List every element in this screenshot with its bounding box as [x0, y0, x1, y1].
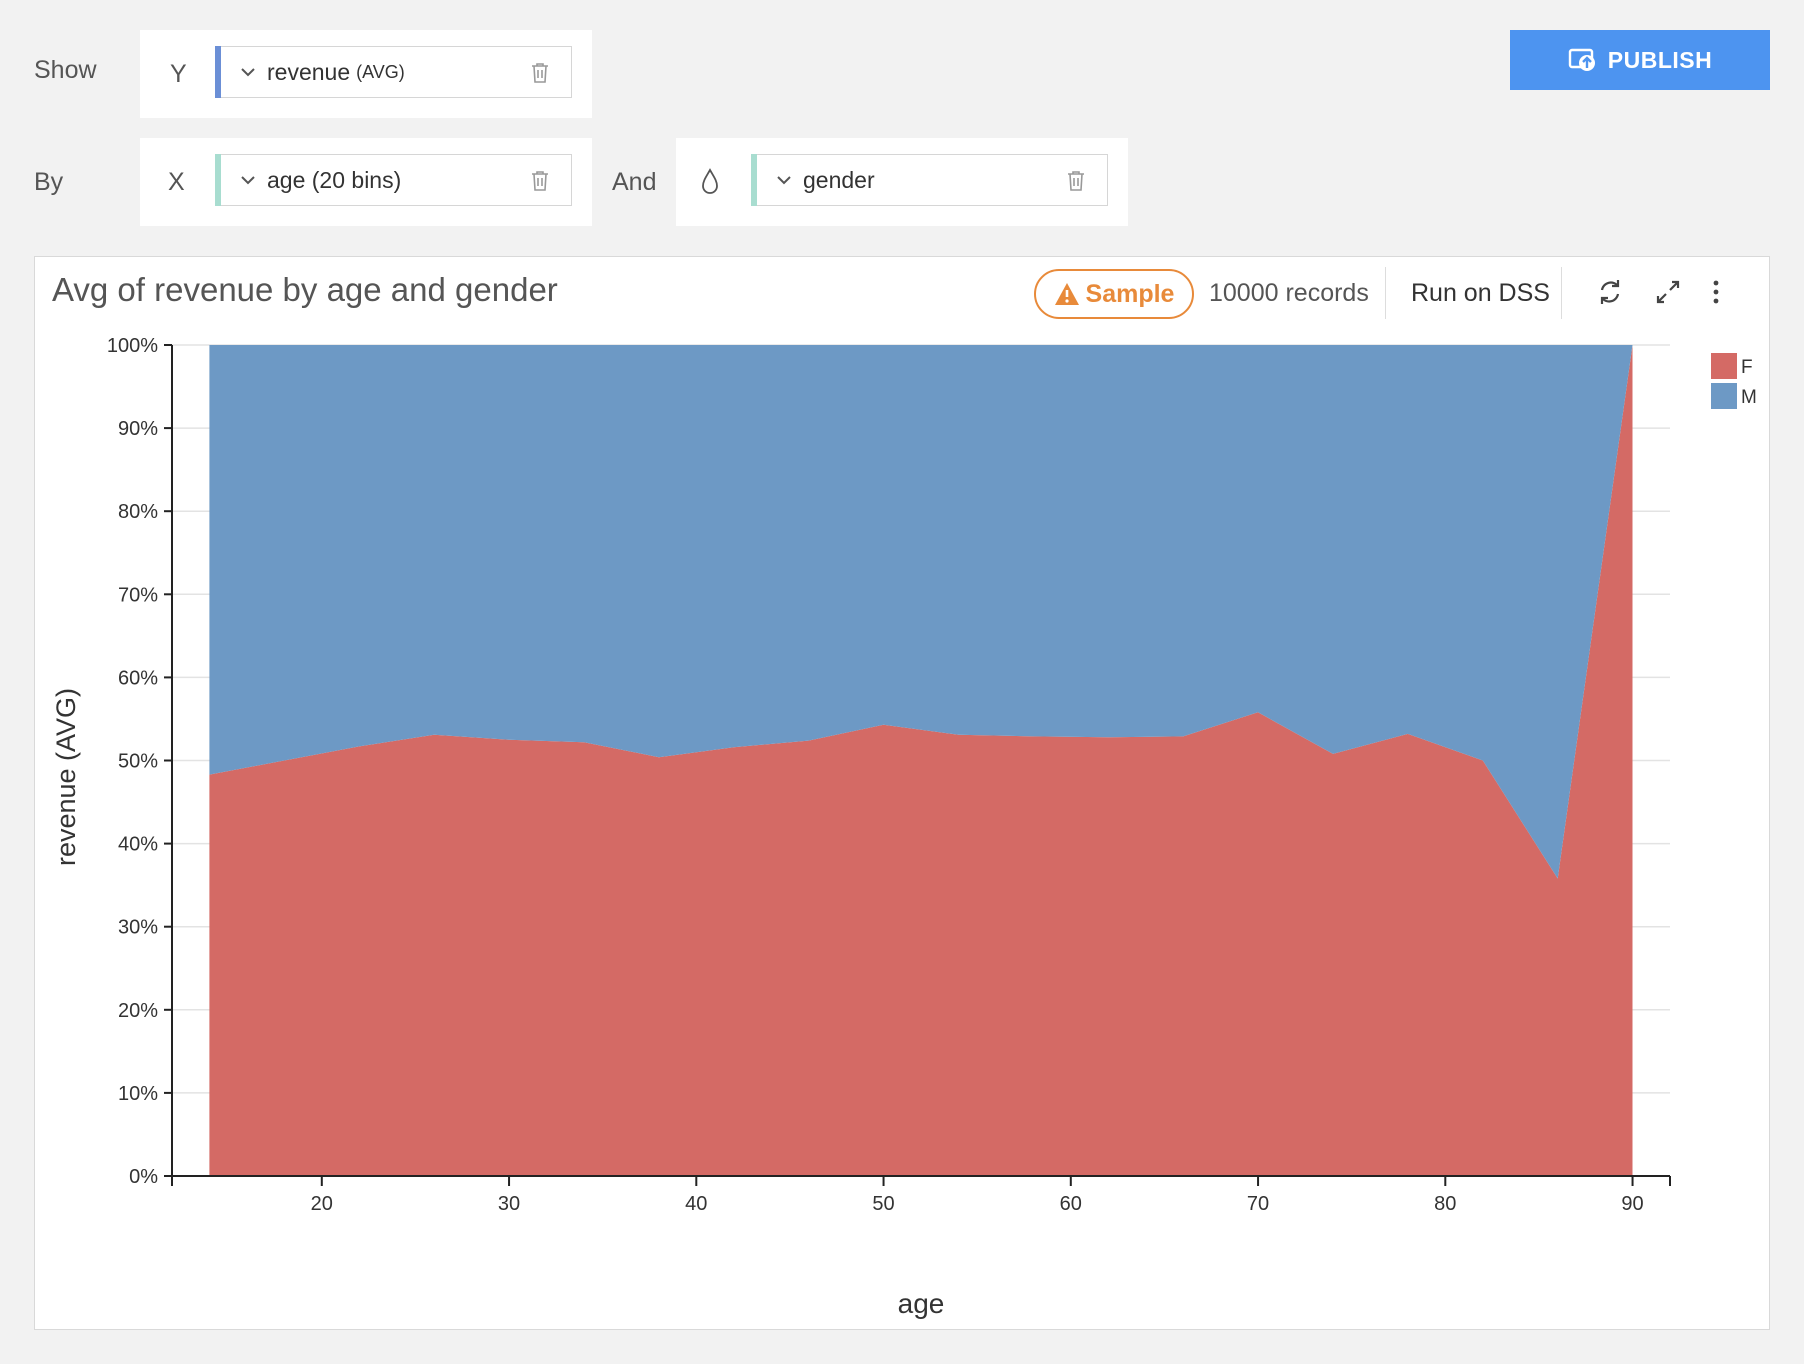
legend-label-F: F	[1741, 357, 1753, 378]
publish-icon	[1568, 48, 1595, 71]
legend-label-M: M	[1741, 387, 1757, 408]
y-tick-label: 80%	[118, 501, 158, 523]
droplet-icon	[702, 168, 718, 194]
publish-button[interactable]: PUBLISH	[1510, 30, 1770, 90]
y-axis-well: Y revenue (AVG)	[140, 30, 592, 118]
x-tick-label: 80	[1434, 1193, 1456, 1215]
divider	[1385, 267, 1386, 319]
chevron-down-icon[interactable]	[775, 171, 793, 189]
chevron-down-icon[interactable]	[239, 63, 257, 81]
divider	[1561, 267, 1562, 319]
y-tick-label: 100%	[107, 335, 158, 357]
color-field-label: gender	[803, 166, 875, 193]
y-field-pill[interactable]: revenue (AVG)	[215, 46, 572, 98]
trash-icon[interactable]	[1065, 169, 1087, 193]
x-tick-label: 50	[872, 1193, 894, 1215]
x-tick-label: 20	[311, 1193, 333, 1215]
y-tick-label: 20%	[118, 1000, 158, 1022]
x-axis-well: X age (20 bins)	[140, 138, 592, 226]
trash-icon[interactable]	[529, 169, 551, 193]
area-series-M	[209, 345, 1633, 879]
x-tick-label: 40	[685, 1193, 707, 1215]
publish-label: PUBLISH	[1607, 46, 1713, 73]
color-field-accent	[751, 154, 757, 206]
x-field-accent	[215, 154, 221, 206]
x-field-label: age (20 bins)	[267, 166, 402, 193]
chart-title: Avg of revenue by age and gender	[52, 271, 558, 308]
y-field-accent	[215, 46, 221, 98]
expand-icon[interactable]	[1653, 277, 1683, 307]
more-options-icon[interactable]	[1701, 277, 1731, 307]
legend-swatch-M	[1711, 383, 1737, 409]
x-tick-label: 70	[1247, 1193, 1269, 1215]
run-on-dss-button[interactable]: Run on DSS	[1411, 279, 1550, 307]
by-label: By	[34, 168, 64, 196]
y-field-aggregation: (AVG)	[356, 61, 405, 82]
y-tick-label: 0%	[129, 1166, 158, 1188]
y-tick-label: 40%	[118, 834, 158, 856]
legend-swatch-F	[1711, 353, 1737, 379]
x-tick-label: 30	[498, 1193, 520, 1215]
area-series-group	[209, 345, 1633, 1176]
y-tick-label: 10%	[118, 1083, 158, 1105]
x-tick-labels: 20 30 40 50 60 70 80 90	[311, 1193, 1644, 1215]
x-axis-letter: X	[168, 168, 185, 196]
y-tick-label: 50%	[118, 751, 158, 773]
color-well: gender	[676, 138, 1128, 226]
axes	[164, 344, 1671, 1186]
y-tick-labels: 0% 10% 20% 30% 40% 50% 60% 70% 80% 90% 100%	[107, 335, 158, 1188]
x-tick-label: 60	[1060, 1193, 1082, 1215]
and-label: And	[612, 168, 657, 196]
trash-icon[interactable]	[529, 61, 551, 85]
color-field-pill[interactable]: gender	[751, 154, 1108, 206]
y-field-label: revenue	[267, 58, 351, 85]
y-tick-label: 60%	[118, 667, 158, 689]
y-axis-label: revenue (AVG)	[51, 688, 81, 866]
refresh-icon[interactable]	[1595, 277, 1625, 307]
y-tick-label: 70%	[118, 584, 158, 606]
show-label: Show	[34, 56, 97, 84]
chevron-down-icon[interactable]	[239, 171, 257, 189]
area-series-F	[209, 345, 1633, 1176]
chart-panel: Avg of revenue by age and gender Sample …	[34, 256, 1770, 1330]
sample-label: Sample	[1085, 279, 1175, 308]
y-axis-letter: Y	[170, 60, 187, 88]
y-tick-label: 90%	[118, 418, 158, 440]
sample-button[interactable]: Sample	[1034, 269, 1194, 319]
records-count: 10000 records	[1209, 279, 1369, 307]
x-tick-label: 90	[1621, 1193, 1643, 1215]
y-tick-label: 30%	[118, 917, 158, 939]
x-axis-label: age	[898, 1288, 945, 1319]
legend: FM	[1711, 353, 1757, 409]
x-field-pill[interactable]: age (20 bins)	[215, 154, 572, 206]
warning-icon	[1054, 283, 1079, 305]
stacked-area-chart: 0% 10% 20% 30% 40% 50% 60% 70% 80% 90% 100% 20 30 40…	[51, 335, 1757, 1319]
